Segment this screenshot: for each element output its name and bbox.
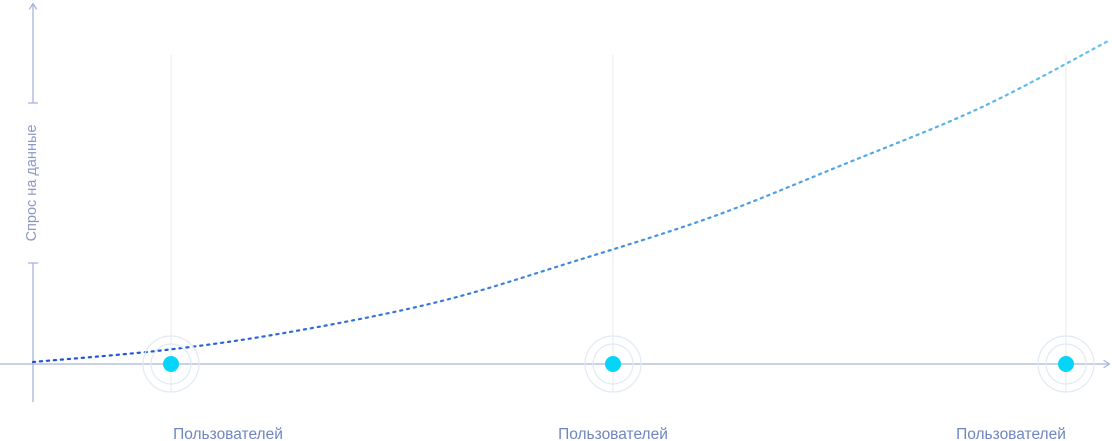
marker-ring-1 (142, 335, 200, 393)
marker-ring-2 (150, 343, 192, 385)
category-labels: Пользователей Пользователей Пользователей (173, 426, 1066, 441)
demand-curve (31, 38, 1112, 364)
marker-ring-1 (584, 335, 642, 393)
marker-ring-1 (1037, 335, 1095, 393)
category-markers (142, 335, 1095, 393)
category-label-2: Пользователей (558, 426, 668, 441)
category-marker-3 (1037, 335, 1095, 393)
category-label-1: Пользователей (173, 426, 283, 441)
x-axis-arrow (1103, 359, 1111, 369)
y-axis-arrow (28, 2, 38, 10)
marker-ring-2 (1045, 343, 1087, 385)
y-axis-label: Спрос на данные (24, 125, 40, 242)
category-marker-1 (142, 335, 200, 393)
category-guide-lines (170, 55, 1067, 392)
demand-curve-line (31, 38, 1112, 364)
category-label-3: Пользователей (956, 426, 1066, 441)
marker-dot (163, 356, 179, 372)
marker-ring-2 (592, 343, 634, 385)
marker-dot (1058, 356, 1074, 372)
category-marker-2 (584, 335, 642, 393)
marker-dot (605, 356, 621, 372)
